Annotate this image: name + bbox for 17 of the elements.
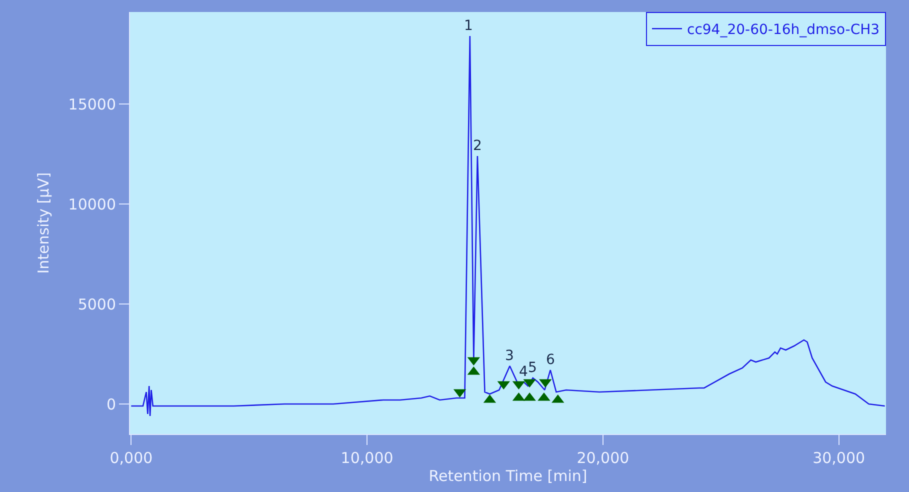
x-tick-label: 0,000 [110,449,153,467]
y-tick-label: 5000 [78,295,116,314]
y-tick-label: 0 [106,395,116,414]
annotation: 1 [464,18,473,34]
x-tick-label: 30,000 [812,449,866,467]
legend-label: cc94_20-60-16h_dmso-CH3 [687,22,880,38]
annotation: 3 [505,348,514,364]
x-axis-title: Retention Time [min] [428,467,588,485]
x-tick-label: 20,000 [576,449,630,467]
x-tick-label: 10,000 [340,449,394,467]
y-tick-label: 15000 [68,95,116,114]
y-tick-label: 10000 [68,195,116,214]
annotation: 2 [473,138,482,154]
y-axis-title: Intensity [µV] [34,172,53,274]
annotation: 4 [519,364,528,380]
annotation: 5 [528,360,537,376]
annotation: 6 [546,352,555,368]
